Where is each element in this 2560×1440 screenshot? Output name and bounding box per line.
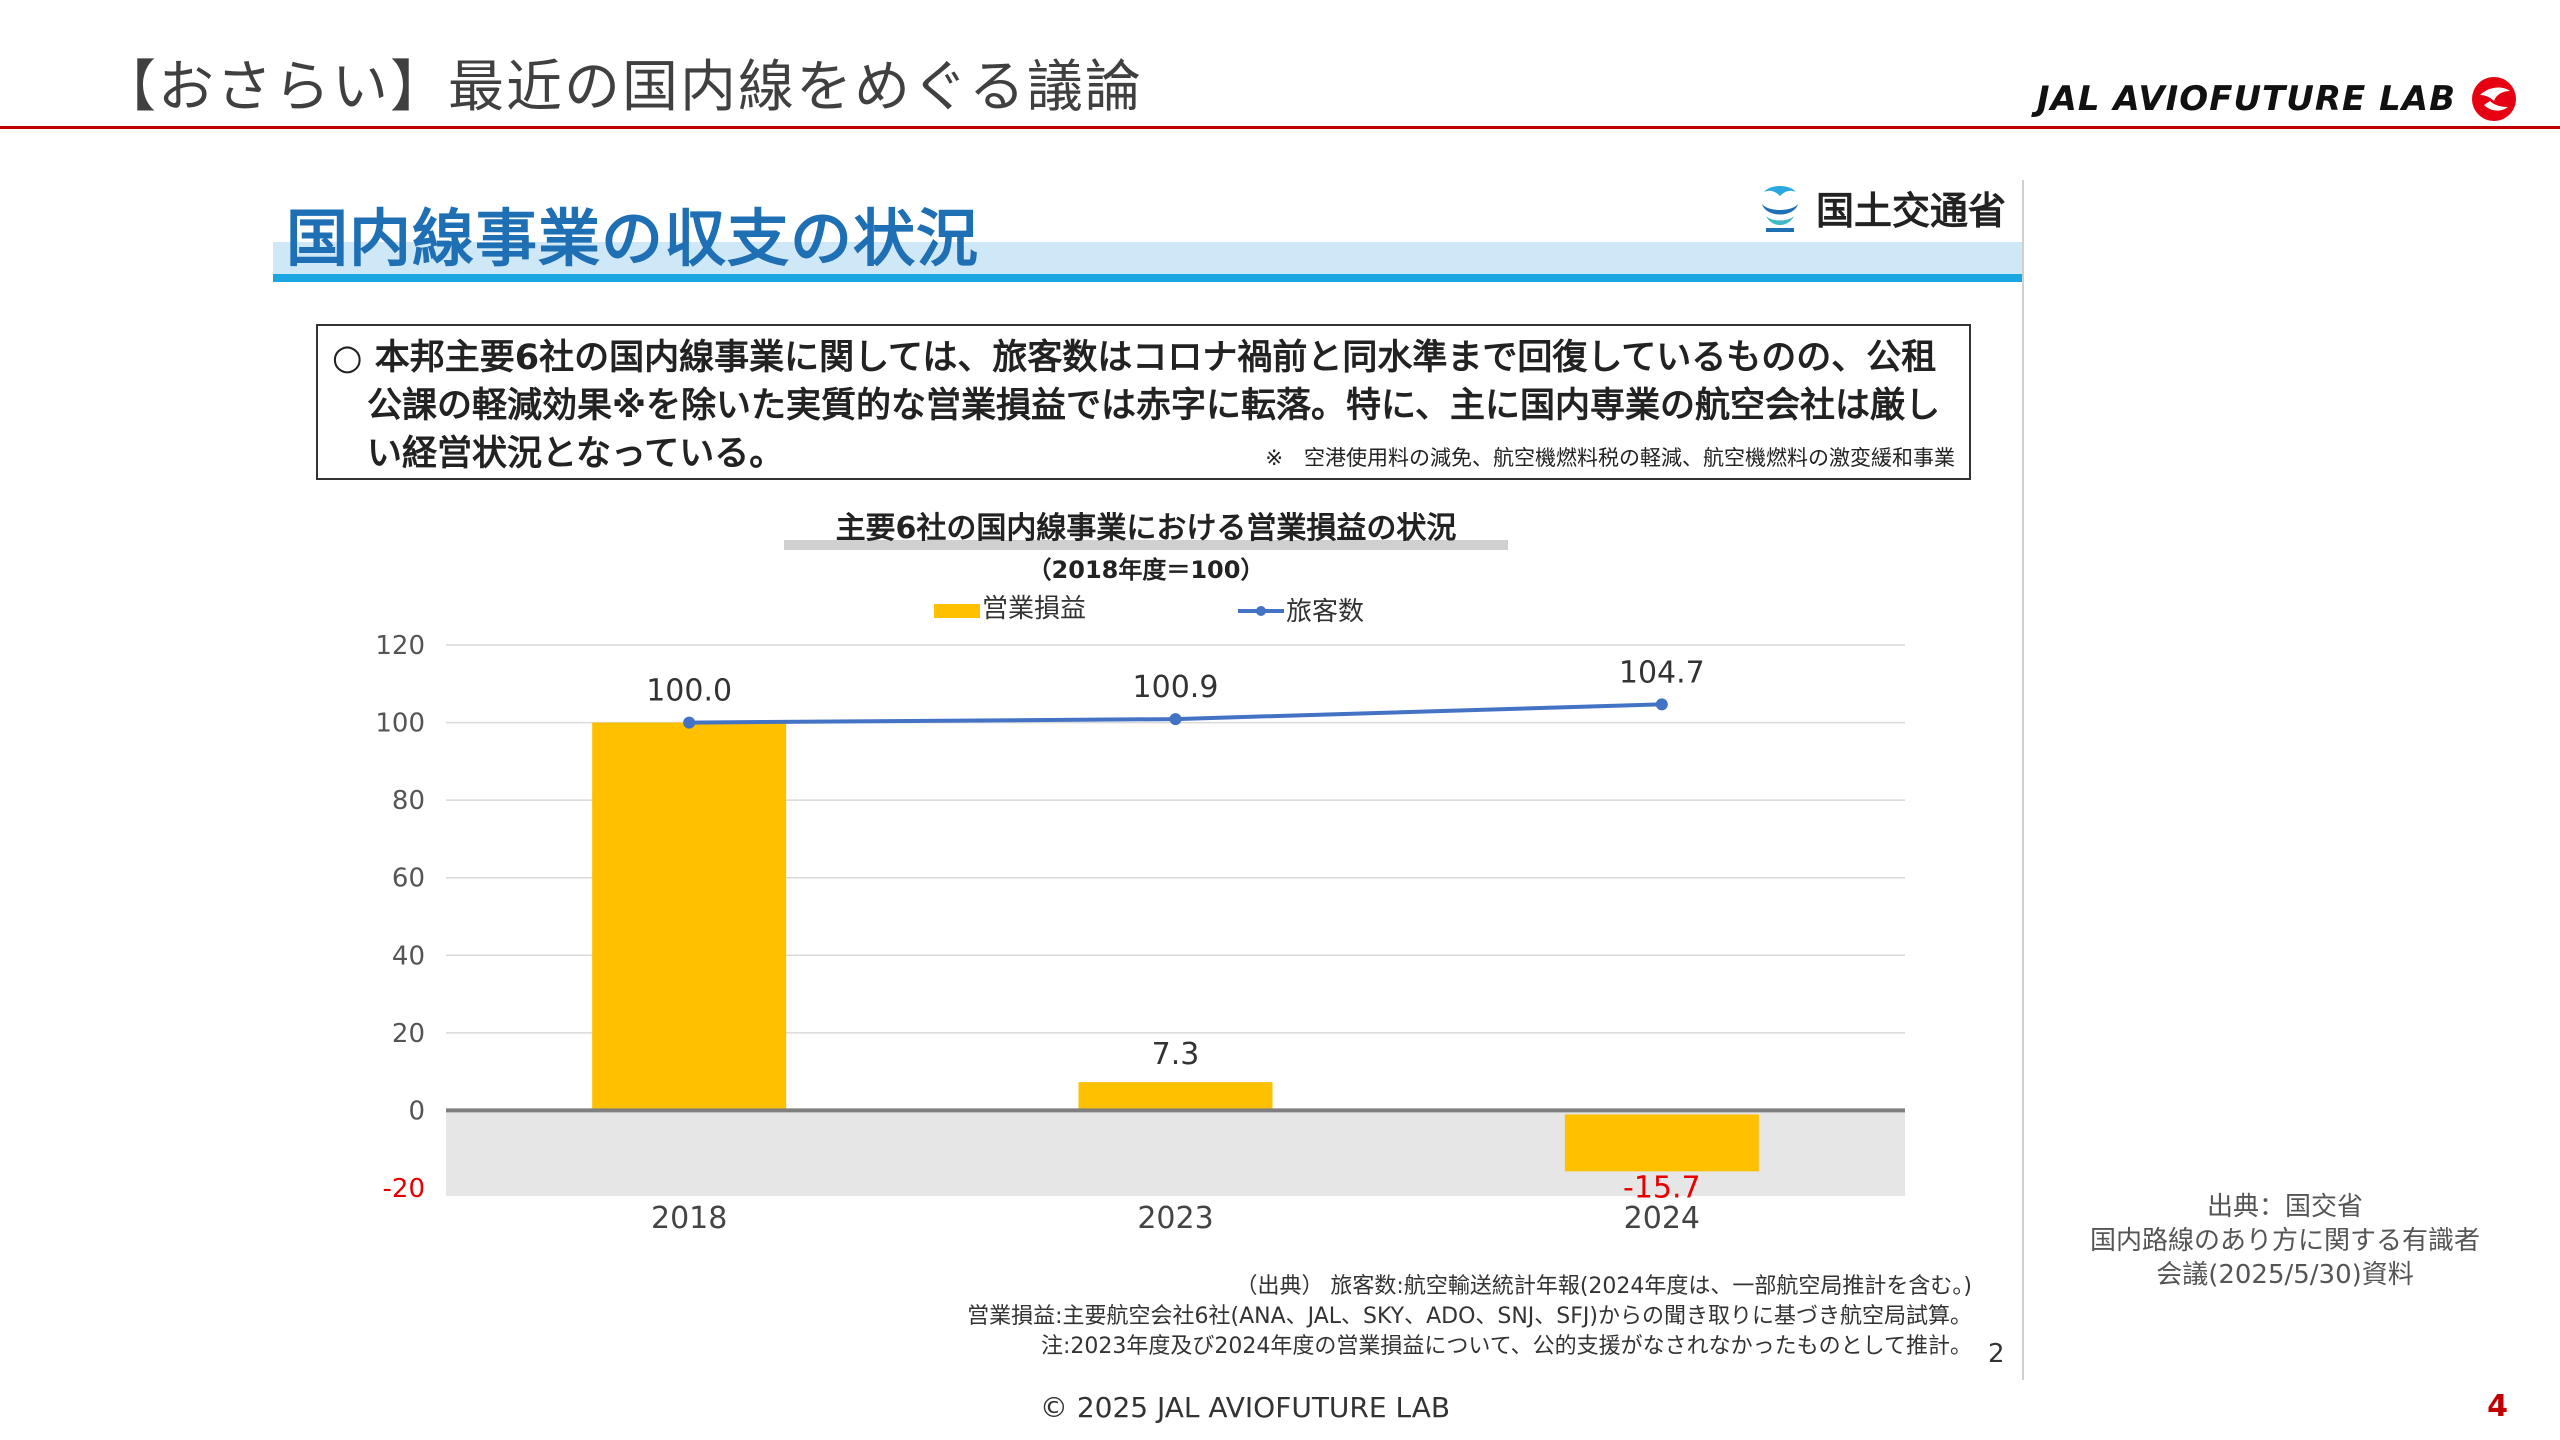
passenger-point (683, 716, 696, 729)
mlit-emblem-icon (1761, 185, 1798, 232)
passenger-data-label: 104.7 (1619, 655, 1705, 690)
embedded-page-number: 2 (1988, 1339, 2005, 1369)
ministry-name: 国土交通省 (1815, 189, 2006, 233)
y-tick-label: 120 (375, 631, 425, 661)
summary-note-line: ○ 本邦主要6社の国内線事業に関しては、旅客数はコロナ禍前と同水準まで回復してい… (332, 338, 1937, 378)
passenger-data-label: 100.0 (646, 674, 732, 709)
passenger-data-label: 100.9 (1133, 670, 1219, 705)
jal-crane-icon (2472, 77, 2516, 121)
bar-operating-profit (1078, 1082, 1273, 1111)
y-tick-label: 100 (375, 709, 425, 739)
legend-bar-label: 営業損益 (982, 594, 1086, 624)
legend-line-label: 旅客数 (1286, 597, 1364, 627)
operating-profit-chart: 主要6社の国内線事業における営業損益の状況 （2018年度＝100） 営業損益 旅客数… (375, 511, 1905, 1236)
chart-title-underline (784, 540, 1508, 550)
title-rule (0, 126, 2560, 129)
copyright: © 2025 JAL AVIOFUTURE LAB (1039, 1391, 1451, 1424)
y-tick-label: 60 (392, 864, 425, 894)
x-tick-label: 2018 (651, 1201, 727, 1236)
source-notes: （出典） 旅客数:航空輸送統計年報(2024年度は、一部航空局推計を含む。) 営… (967, 1272, 1972, 1362)
bar-operating-profit (592, 722, 787, 1111)
summary-note-line: 公課の軽減効果※を除いた実質的な営業損益では赤字に転落。特に、主に国内専業の航空… (332, 386, 1940, 426)
side-source-line: 国内路線のあり方に関する有識者 (2089, 1226, 2480, 1256)
embedded-title: 国内線事業の収支の状況 (286, 202, 980, 275)
source-line: 営業損益:主要航空会社6社(ANA、JAL、SKY、ADO、SNJ、SFJ)から… (967, 1304, 1972, 1329)
passenger-point (1655, 698, 1668, 711)
page-number: 4 (2487, 1389, 2508, 1424)
legend-line-marker (1256, 606, 1266, 616)
y-tick-label: 40 (392, 941, 425, 971)
x-tick-label: 2024 (1624, 1201, 1700, 1236)
brand-name: JAL AVIOFUTURE LAB (2036, 79, 2456, 119)
chart-subtitle: （2018年度＝100） (1028, 556, 1265, 584)
x-tick-label: 2023 (1137, 1201, 1213, 1236)
brand-logo: JAL AVIOFUTURE LAB (2037, 72, 2518, 126)
passenger-point (1169, 713, 1182, 726)
summary-footnote: ※ 空港使用料の減免、航空機燃料税の軽減、航空機燃料の激変緩和事業 (1265, 446, 1955, 470)
source-line: 注:2023年度及び2024年度の営業損益について、公的支援がなされなかったもの… (1041, 1334, 1972, 1359)
mlit-logo: 国土交通省 (1749, 180, 2012, 235)
summary-note-text: ○ 本邦主要6社の国内線事業に関しては、旅客数はコロナ禍前と同水準まで回復してい… (332, 334, 1958, 478)
chart-title: 主要6社の国内線事業における営業損益の状況 (836, 511, 1457, 546)
title-band-light (273, 242, 2022, 274)
slide-title: 【おさらい】最近の国内線をめぐる議論 (100, 55, 1143, 120)
side-source: 出典：国交省 国内路線のあり方に関する有識者 会議(2025/5/30)資料 (2040, 1190, 2530, 1292)
embedded-mlit-slide: 国内線事業の収支の状況 国土交通省 ○ 本邦主要6社の国内線事業に関しては、旅客… (270, 180, 2022, 1380)
source-line: （出典） 旅客数:航空輸送統計年報(2024年度は、一部航空局推計を含む。) (1235, 1274, 1972, 1299)
embedded-slide-border (2022, 180, 2024, 1380)
y-tick-label: 80 (392, 786, 425, 816)
y-tick-label: 20 (392, 1019, 425, 1049)
y-tick-label: -20 (383, 1174, 425, 1204)
side-source-line: 会議(2025/5/30)資料 (2156, 1260, 2414, 1290)
side-source-line: 出典：国交省 (2206, 1192, 2363, 1222)
bar-data-label: 7.3 (1152, 1037, 1200, 1072)
bar-operating-profit (1564, 1114, 1759, 1172)
legend-bar-swatch (934, 604, 980, 618)
summary-note-box: ○ 本邦主要6社の国内線事業に関しては、旅客数はコロナ禍前と同水準まで回復してい… (316, 324, 1971, 480)
title-band-dark (273, 274, 2022, 282)
bar-data-label: -15.7 (1623, 1170, 1701, 1205)
y-tick-label: 0 (408, 1096, 425, 1126)
summary-note-line: い経営状況となっている。 (332, 434, 785, 474)
